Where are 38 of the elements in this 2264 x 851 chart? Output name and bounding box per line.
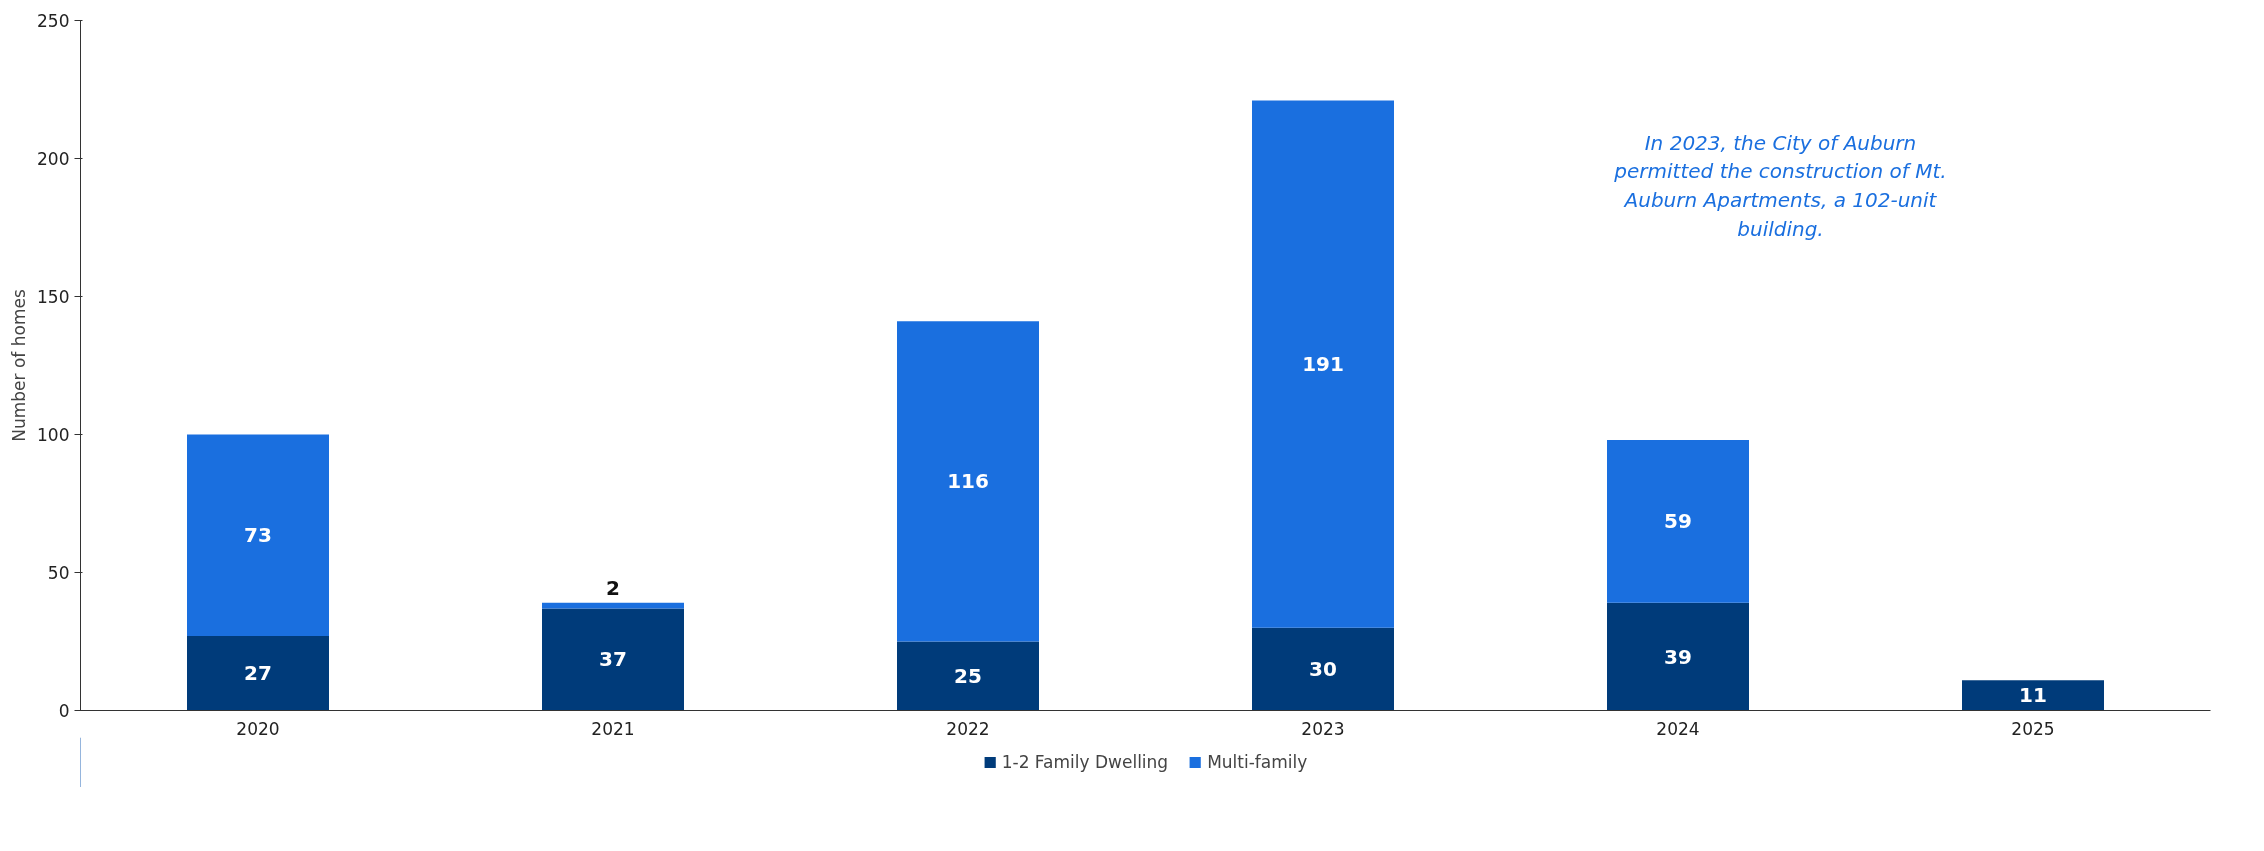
y-tick-label: 200 bbox=[37, 149, 70, 169]
y-axis-title: Number of homes bbox=[9, 289, 30, 442]
bar bbox=[187, 434, 329, 636]
y-tick-label: 100 bbox=[37, 425, 70, 445]
bar bbox=[897, 641, 1039, 711]
y-tick-label: 50 bbox=[47, 563, 70, 583]
bar bbox=[1607, 602, 1749, 711]
x-tick-label: 2022 bbox=[946, 718, 990, 739]
data-label: 27 bbox=[244, 661, 272, 686]
legend-label: Multi-family bbox=[1207, 752, 1308, 772]
bar bbox=[1962, 680, 2104, 711]
data-label: 73 bbox=[244, 523, 272, 548]
x-tick-label: 2023 bbox=[1301, 718, 1345, 739]
bar bbox=[1607, 440, 1749, 603]
bar bbox=[187, 635, 329, 711]
x-tick-label: 2021 bbox=[591, 718, 635, 739]
x-tick-label: 2020 bbox=[236, 718, 280, 739]
data-label: 11 bbox=[2019, 683, 2047, 708]
bar bbox=[1252, 627, 1394, 711]
bar bbox=[542, 602, 684, 609]
data-label: 116 bbox=[947, 469, 989, 494]
data-label: 2 bbox=[606, 575, 620, 600]
legend-label: 1-2 Family Dwelling bbox=[1001, 752, 1169, 772]
x-tick-label: 2024 bbox=[1656, 718, 1700, 739]
bar bbox=[542, 608, 684, 711]
x-tick-label: 2025 bbox=[2011, 718, 2055, 739]
data-label: 25 bbox=[954, 664, 982, 688]
y-tick-label: 150 bbox=[37, 287, 70, 307]
data-label: 39 bbox=[1664, 644, 1692, 669]
bar bbox=[1252, 100, 1394, 628]
annotation: In 2023, the City of Auburn permitted the construction of Mt. Auburn Apartments, a 102-unit building. bbox=[1613, 130, 1947, 241]
bar bbox=[897, 321, 1039, 642]
data-label: 30 bbox=[1309, 657, 1337, 682]
y-tick-label: 250 bbox=[37, 11, 70, 31]
data-label: 37 bbox=[599, 647, 627, 672]
y-tick-label: 0 bbox=[58, 701, 70, 721]
data-label: 59 bbox=[1664, 509, 1692, 534]
data-label: 191 bbox=[1302, 352, 1344, 377]
